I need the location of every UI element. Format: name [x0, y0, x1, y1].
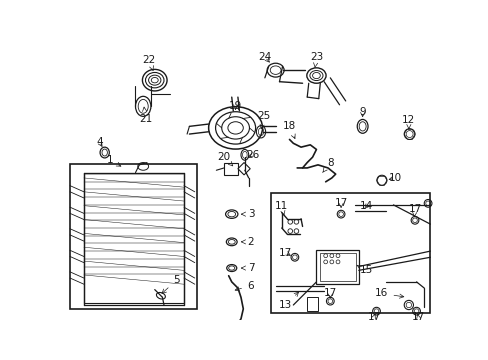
- Text: 9: 9: [359, 108, 365, 117]
- Text: 6: 6: [235, 281, 253, 291]
- Text: 18: 18: [282, 121, 296, 139]
- Text: 13: 13: [279, 292, 298, 310]
- Text: 14: 14: [359, 202, 372, 211]
- Text: 1: 1: [106, 155, 121, 166]
- Text: 4: 4: [96, 137, 102, 147]
- Bar: [316, 249, 358, 284]
- Text: 17: 17: [279, 248, 292, 258]
- Text: 24: 24: [258, 52, 271, 62]
- Text: 17: 17: [410, 311, 424, 321]
- Text: 16: 16: [374, 288, 403, 298]
- Bar: [270, 193, 429, 313]
- Text: 17: 17: [334, 198, 347, 208]
- Text: 17: 17: [323, 288, 336, 298]
- Text: 2: 2: [241, 237, 254, 247]
- Text: 23: 23: [309, 52, 323, 68]
- Bar: [84, 172, 183, 303]
- Bar: [306, 297, 317, 311]
- Bar: [319, 253, 355, 281]
- Text: 20: 20: [217, 152, 232, 166]
- Text: 12: 12: [402, 115, 415, 129]
- Text: 10: 10: [387, 173, 401, 183]
- Text: 17: 17: [407, 204, 421, 217]
- Text: 21: 21: [139, 107, 152, 123]
- Text: 17: 17: [367, 311, 380, 321]
- Text: 26: 26: [245, 150, 259, 160]
- Text: 19: 19: [228, 101, 242, 111]
- Bar: [224, 163, 238, 175]
- Text: 3: 3: [241, 209, 254, 219]
- Text: 22: 22: [142, 55, 156, 71]
- Text: 5: 5: [162, 275, 179, 293]
- Bar: [70, 164, 197, 309]
- Text: 11: 11: [275, 202, 288, 215]
- Text: 25: 25: [257, 111, 270, 129]
- Text: 8: 8: [322, 158, 333, 172]
- Text: 7: 7: [241, 263, 254, 273]
- Text: 15: 15: [356, 265, 372, 275]
